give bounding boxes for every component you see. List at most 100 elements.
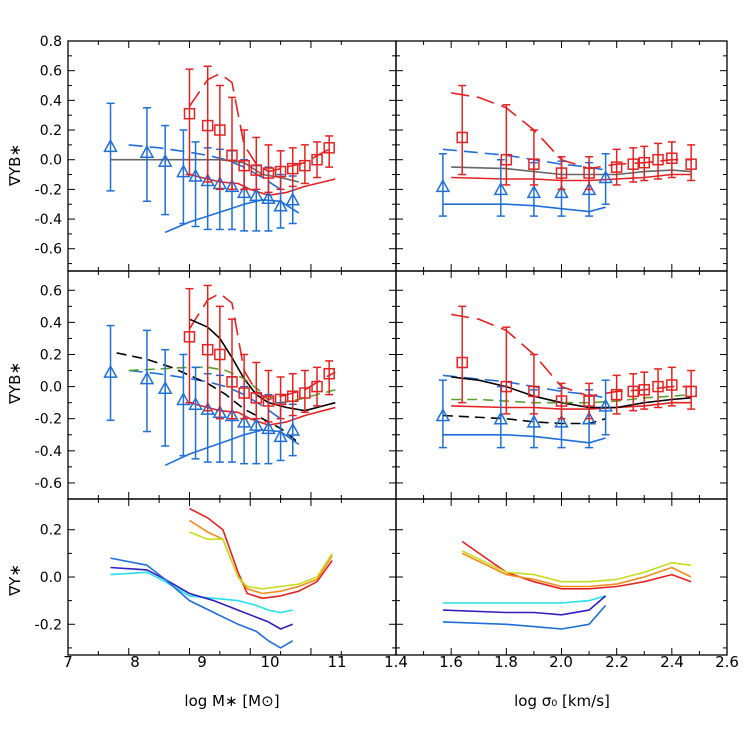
xtick-label-right-1: 1.8 xyxy=(494,653,518,671)
marker-square-middle-right-0 xyxy=(456,356,468,369)
marker-triangle-top-left-7 xyxy=(224,178,240,193)
xtick-label-right-4: 2.4 xyxy=(660,653,684,671)
plot-area-middle-left xyxy=(103,284,336,467)
ytick-label-middle-left-2: 0.2 xyxy=(40,347,62,363)
marker-square-middle-left-4 xyxy=(238,387,250,399)
marker-square-top-right-6 xyxy=(627,158,639,170)
marker-square-top-left-11 xyxy=(323,142,335,154)
marker-square-middle-right-2 xyxy=(528,385,540,398)
marker-triangle-middle-right-2 xyxy=(526,414,542,428)
marker-triangle-middle-left-0 xyxy=(103,364,118,378)
ytick-label-middle-left-0: 0.6 xyxy=(40,283,62,299)
marker-square-middle-left-7 xyxy=(274,393,287,406)
marker-square-middle-right-10 xyxy=(685,385,697,398)
series-line-top-right-0 xyxy=(442,203,606,213)
ytick-label-middle-left-1: 0.4 xyxy=(40,315,62,331)
ytick-label-top-left-4: 0.0 xyxy=(40,153,62,169)
marker-square-top-left-7 xyxy=(274,165,287,178)
panel-middle-right xyxy=(395,270,728,500)
series-line-top-right-3 xyxy=(451,173,692,182)
series-line-bottom-left-3 xyxy=(110,571,293,614)
marker-triangle-top-left-0 xyxy=(103,138,118,153)
panel-top-right xyxy=(395,40,728,272)
xticklabels-right: 1.6 1.8 2.0 2.2 2.4 2.6 xyxy=(439,653,739,671)
xtick-label-left-1: 8 xyxy=(130,653,140,671)
ytick-label-bottom-left-2: -0.2 xyxy=(35,617,62,633)
ylabel-top: ∇ΥB∗ xyxy=(6,144,24,187)
panel-middle-left: 0.6 0.4 0.2 0.0 -0.2 -0.4 -0.6 xyxy=(35,270,397,500)
marker-square-top-right-10 xyxy=(685,158,697,170)
xtick-label-right-2: 2.0 xyxy=(549,653,573,671)
series-line-bottom-right-1 xyxy=(461,552,692,588)
marker-square-middle-left-5 xyxy=(250,392,263,404)
marker-square-middle-right-8 xyxy=(652,380,664,393)
plot-area-top-right xyxy=(435,84,697,217)
marker-square-middle-left-9 xyxy=(299,387,311,399)
marker-triangle-top-left-11 xyxy=(273,198,288,212)
series-line-bottom-right-3 xyxy=(442,595,606,604)
marker-triangle-top-left-2 xyxy=(157,153,173,167)
marker-triangle-middle-left-11 xyxy=(273,428,288,443)
marker-triangle-top-left-8 xyxy=(236,184,252,199)
series-line-middle-left-1 xyxy=(128,369,282,420)
xtick-label-right-5: 2.6 xyxy=(715,653,739,671)
marker-square-top-right-4 xyxy=(583,167,595,179)
series-line-middle-left-0 xyxy=(164,429,300,467)
marker-triangle-top-left-12 xyxy=(285,192,301,206)
marker-square-top-right-9 xyxy=(666,152,678,164)
marker-square-middle-left-0 xyxy=(183,331,196,343)
marker-square-top-left-0 xyxy=(183,107,196,120)
marker-square-middle-right-9 xyxy=(666,379,678,391)
marker-square-top-left-1 xyxy=(201,119,214,132)
ytick-label-middle-left-3: 0.0 xyxy=(40,380,62,396)
ylabel-bottom: ∇Υ∗ xyxy=(6,564,24,597)
marker-triangle-middle-left-9 xyxy=(249,417,264,431)
plot-area-bottom-left xyxy=(110,507,333,649)
ylabel-middle: ∇ΥB∗ xyxy=(6,362,24,405)
marker-triangle-top-right-3 xyxy=(554,184,569,199)
marker-triangle-top-right-1 xyxy=(493,181,509,196)
marker-square-middle-left-11 xyxy=(323,368,335,380)
marker-square-middle-left-10 xyxy=(311,380,323,393)
panel-top-left: 0.8 0.6 0.4 0.2 0.0 -0.2 -0.4 -0.6 xyxy=(35,34,397,272)
ytick-label-top-left-5: -0.2 xyxy=(35,182,62,198)
marker-square-middle-right-3 xyxy=(555,395,568,407)
xtick-label-right-0: 1.6 xyxy=(439,653,463,671)
marker-triangle-middle-left-2 xyxy=(157,380,173,394)
marker-square-middle-left-3 xyxy=(226,376,238,388)
ytick-label-bottom-left-1: 0.0 xyxy=(40,570,62,586)
series-line-bottom-left-2 xyxy=(189,531,333,590)
series-line-bottom-left-5 xyxy=(110,557,294,649)
panels-layer: 0.8 0.6 0.4 0.2 0.0 -0.2 -0.4 -0.6 0.6 0.4 0.2 0.0 -… xyxy=(35,34,728,656)
marker-triangle-top-left-9 xyxy=(249,187,264,202)
plot-area-bottom-right xyxy=(442,540,692,630)
marker-square-middle-right-1 xyxy=(500,380,513,393)
xtick-label-left-4: 11 xyxy=(327,653,346,671)
series-line-middle-right-0 xyxy=(442,433,606,444)
xlabel-left: log M∗ [M⊙] xyxy=(184,692,279,710)
ytick-label-top-left-3: 0.2 xyxy=(40,123,62,139)
marker-triangle-top-left-1 xyxy=(139,144,155,159)
series-line-middle-right-6 xyxy=(451,393,692,404)
marker-square-middle-left-1 xyxy=(201,343,214,356)
ytick-label-middle-left-4: -0.2 xyxy=(35,412,62,428)
marker-triangle-top-right-0 xyxy=(435,178,451,193)
marker-triangle-middle-right-0 xyxy=(435,407,451,422)
marker-triangle-middle-left-3 xyxy=(176,391,191,406)
series-line-top-right-4 xyxy=(451,92,692,170)
marker-square-middle-left-8 xyxy=(286,390,299,402)
ytick-label-bottom-left-0: 0.2 xyxy=(40,523,62,539)
series-line-bottom-left-1 xyxy=(189,519,333,595)
xtick-label-left-0: 7 xyxy=(63,653,73,671)
series-line-bottom-right-2 xyxy=(461,550,692,583)
marker-square-top-left-5 xyxy=(250,164,263,176)
marker-triangle-middle-left-12 xyxy=(285,422,301,436)
ytick-label-top-left-7: -0.6 xyxy=(35,242,62,258)
ytick-label-top-left-2: 0.4 xyxy=(40,93,62,109)
marker-square-top-right-0 xyxy=(456,131,468,144)
marker-square-top-left-2 xyxy=(214,124,226,136)
ytick-label-top-left-6: -0.4 xyxy=(35,212,62,228)
marker-triangle-top-right-5 xyxy=(598,169,613,184)
